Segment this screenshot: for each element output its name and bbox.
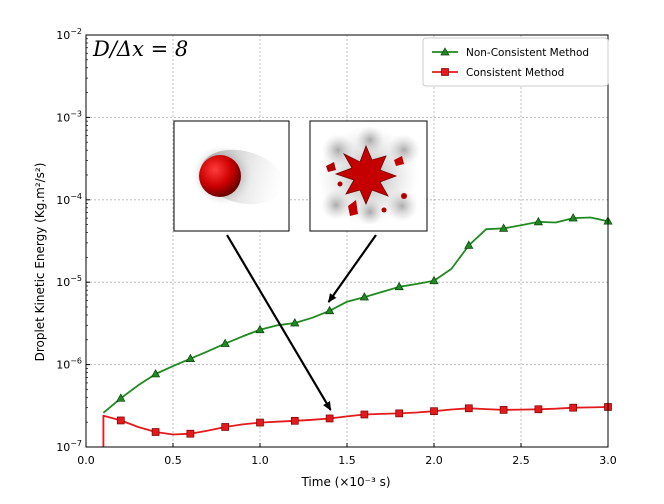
droplet-fragments: [334, 144, 398, 206]
data-point-triangle: [255, 324, 265, 334]
y-tick-label: 10−3: [56, 109, 82, 124]
data-point-square: [360, 410, 369, 419]
inset-intact-droplet: [173, 120, 290, 232]
data-point-triangle: [533, 216, 543, 226]
y-tick-label: 10−5: [56, 274, 82, 289]
data-point-triangle: [325, 305, 335, 315]
data-point-triangle: [429, 275, 439, 285]
legend-label-non-consistent: Non-Consistent Method: [466, 47, 589, 59]
x-axis-label: Time (×10⁻³ s): [300, 475, 390, 489]
y-tick-label: 10−4: [56, 192, 82, 207]
data-point-triangle: [464, 240, 474, 249]
data-point-triangle: [185, 353, 195, 363]
legend-marker-triangle: [440, 47, 450, 56]
data-point-square: [116, 416, 125, 425]
y-tick-label: 10−7: [56, 439, 82, 454]
series-line-1: [102, 406, 609, 447]
data-point-square: [395, 409, 404, 418]
data-point-square: [325, 414, 334, 423]
x-tick-label: 2.5: [512, 454, 530, 467]
data-point-square: [430, 407, 438, 416]
data-point-triangle: [568, 213, 578, 222]
data-point-triangle: [499, 223, 509, 232]
legend-label-consistent: Consistent Method: [466, 67, 564, 79]
y-tick-label: 10−6: [56, 357, 82, 372]
data-point-square: [256, 418, 264, 427]
data-point-square: [151, 428, 160, 436]
arrow-fragmented-to-non-consistent: [327, 234, 377, 303]
data-point-triangle: [116, 393, 126, 402]
droplet-sphere: [199, 155, 241, 197]
legend: Non-Consistent Method Consistent Method: [422, 37, 609, 87]
x-tick-label: 2.0: [425, 454, 443, 467]
legend-marker-square: [441, 68, 449, 76]
data-point-square: [569, 403, 578, 412]
series-layer: [102, 213, 613, 447]
data-point-square: [186, 429, 195, 438]
data-point-square: [464, 404, 473, 413]
x-tick-label: 1.0: [251, 454, 269, 467]
data-point-triangle: [394, 281, 404, 291]
grid: [85, 34, 609, 448]
data-point-square: [221, 423, 230, 431]
plot-annotation: D/Δx = 8: [92, 37, 188, 61]
inset-fragmented-droplet: [309, 120, 428, 232]
data-point-square: [499, 406, 508, 414]
x-tick-label: 1.5: [338, 454, 356, 467]
x-tick-label: 0.5: [164, 454, 182, 467]
x-tick-label: 3.0: [599, 454, 617, 467]
data-point-triangle: [220, 338, 230, 347]
data-point-triangle: [290, 318, 300, 327]
data-point-square: [290, 416, 299, 425]
arrow-intact-to-consistent: [226, 234, 332, 411]
y-axis-label: Droplet Kinetic Energy (Kg.m²/s²): [33, 163, 47, 362]
data-point-triangle: [359, 292, 369, 301]
series-line-0: [102, 216, 609, 414]
y-tick-label: 10−2: [56, 27, 82, 42]
data-point-triangle: [151, 369, 161, 378]
ticks: 0.0 0.5 1.0 1.5 2.0 2.5 3.0 10−7 10−6 10−5 10−4 10−…: [56, 27, 617, 467]
data-point-square: [534, 405, 543, 414]
legend-box: [422, 37, 609, 87]
x-tick-label: 0.0: [77, 454, 95, 467]
